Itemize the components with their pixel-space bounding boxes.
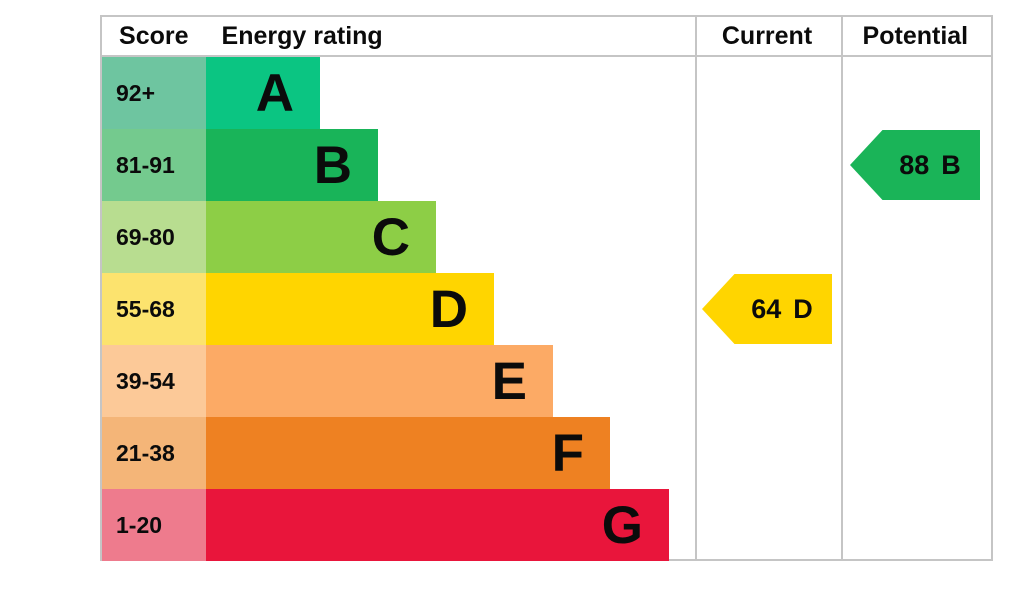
score-range-e: 39-54	[102, 345, 206, 417]
score-range-c: 69-80	[102, 201, 206, 273]
potential-rating-arrow: 88 B	[850, 130, 980, 200]
score-range-f: 21-38	[102, 417, 206, 489]
band-row-e: 39-54 E	[102, 345, 991, 417]
band-row-g: 1-20 G	[102, 489, 991, 561]
band-bar-c: C	[206, 201, 436, 273]
band-row-c: 69-80 C	[102, 201, 991, 273]
score-range-b: 81-91	[102, 129, 206, 201]
header-potential: Potential	[862, 21, 969, 50]
band-bar-f: F	[206, 417, 610, 489]
band-bar-a: A	[206, 57, 320, 129]
header-current: Current	[721, 21, 813, 50]
current-rating-arrow: 64 D	[702, 274, 832, 344]
header-energy-rating: Energy rating	[221, 21, 383, 50]
current-rating-letter: D	[793, 293, 813, 324]
potential-column-divider	[841, 17, 843, 559]
band-row-f: 21-38 F	[102, 417, 991, 489]
band-row-a: 92+ A	[102, 57, 991, 129]
header-score: Score	[119, 21, 189, 50]
band-bar-e: E	[206, 345, 553, 417]
score-range-g: 1-20	[102, 489, 206, 561]
score-range-a: 92+	[102, 57, 206, 129]
score-range-d: 55-68	[102, 273, 206, 345]
epc-band-rows: 92+ A 81-91 B 69-80 C 55-68 D 39-54 E 21-38 F 1-20 G	[102, 57, 991, 561]
potential-rating-letter: B	[941, 149, 961, 180]
band-bar-g: G	[206, 489, 669, 561]
epc-rating-chart: Score Energy rating Current Potential 92…	[100, 15, 993, 561]
band-bar-d: D	[206, 273, 494, 345]
potential-rating-value: 88	[899, 149, 930, 180]
band-bar-b: B	[206, 129, 378, 201]
band-row-d: 55-68 D	[102, 273, 991, 345]
current-column-divider	[695, 17, 697, 559]
chart-header-row: Score Energy rating Current Potential	[102, 17, 991, 57]
band-row-b: 81-91 B	[102, 129, 991, 201]
current-rating-value: 64	[751, 293, 782, 324]
